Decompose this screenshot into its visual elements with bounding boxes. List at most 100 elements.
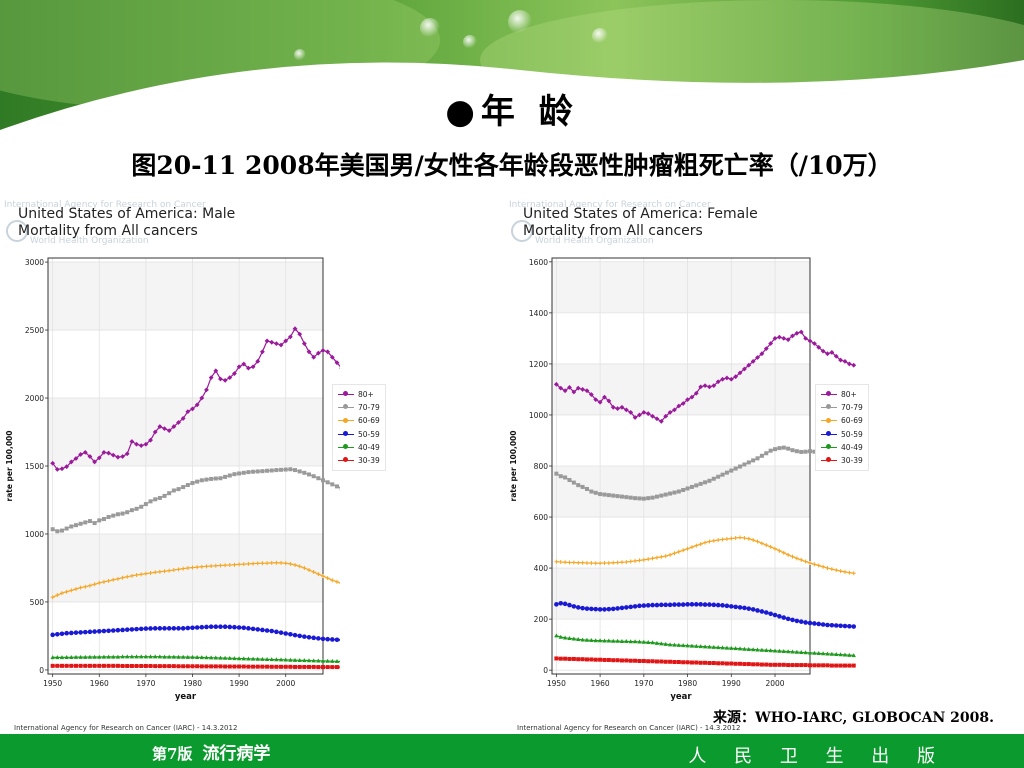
data-point	[580, 560, 585, 565]
data-point	[83, 520, 88, 525]
legend-swatch	[821, 417, 837, 423]
data-point	[698, 644, 703, 649]
data-point	[139, 663, 144, 668]
data-point	[260, 469, 265, 474]
data-point	[794, 449, 799, 454]
data-point	[311, 354, 317, 360]
data-point	[339, 638, 340, 642]
data-point	[738, 535, 743, 540]
data-point	[672, 660, 677, 665]
data-point	[615, 494, 620, 499]
data-point	[218, 624, 223, 629]
data-point	[733, 661, 738, 666]
data-point	[689, 602, 695, 607]
data-point	[584, 486, 589, 491]
data-point	[676, 489, 681, 494]
data-point	[724, 603, 730, 609]
legend-marker	[826, 444, 831, 450]
data-point	[711, 538, 716, 543]
data-point	[237, 562, 242, 567]
data-point	[279, 467, 284, 472]
data-point	[124, 451, 130, 457]
x-tick-label: 1970	[634, 679, 653, 688]
data-point	[190, 664, 195, 669]
data-point	[584, 657, 589, 662]
data-point	[628, 495, 633, 500]
data-point	[199, 478, 204, 483]
data-point	[641, 658, 646, 663]
data-point	[611, 560, 616, 565]
data-point	[632, 415, 638, 420]
data-point	[232, 624, 237, 630]
data-point	[786, 552, 791, 557]
data-point	[111, 654, 116, 659]
data-point	[610, 606, 616, 612]
chart-title-line2: Mortality from All cancers	[18, 223, 198, 239]
data-point	[110, 452, 116, 458]
data-point	[694, 660, 699, 665]
slide-topic: ●年 龄	[445, 92, 579, 132]
grid-band	[48, 398, 323, 466]
data-point	[624, 605, 629, 610]
data-point	[92, 459, 98, 465]
data-point	[232, 562, 237, 567]
data-point	[650, 602, 655, 608]
y-tick-label: 0	[543, 666, 548, 675]
legend-swatch	[821, 444, 837, 450]
data-point	[689, 660, 694, 665]
data-point	[563, 560, 568, 565]
data-point	[812, 650, 817, 655]
legend-marker	[826, 391, 831, 397]
data-point	[746, 646, 751, 651]
data-point	[567, 602, 572, 608]
data-point	[134, 573, 139, 578]
data-point	[598, 492, 603, 497]
data-point	[729, 661, 734, 666]
data-point	[316, 572, 321, 577]
watermark-text-2: World Health Organization	[535, 236, 654, 246]
data-point	[185, 409, 191, 415]
data-point	[811, 341, 817, 346]
data-point	[567, 384, 572, 390]
data-point	[563, 656, 568, 661]
data-point	[689, 484, 694, 489]
data-point	[106, 514, 111, 519]
data-point	[283, 467, 288, 472]
data-point	[825, 566, 830, 571]
data-point	[650, 659, 655, 664]
legend-item: 40-49	[338, 441, 380, 454]
legend-marker	[826, 430, 831, 436]
data-point	[241, 470, 246, 475]
data-point	[808, 560, 812, 565]
data-point	[204, 655, 209, 660]
data-point	[707, 539, 712, 544]
data-point	[129, 663, 134, 668]
data-point	[199, 664, 204, 669]
data-point	[139, 504, 144, 509]
data-point	[339, 662, 340, 664]
data-point	[64, 464, 70, 470]
data-point	[320, 348, 326, 353]
data-point	[799, 663, 804, 668]
data-point	[558, 601, 564, 606]
data-point	[87, 629, 93, 635]
data-point	[659, 554, 664, 559]
line-chart-female: 0 200 400 600 800 1000 1200 1400 1600 1950 1960 197…	[509, 257, 857, 702]
data-point	[645, 603, 651, 608]
data-point	[589, 638, 594, 643]
data-point	[106, 663, 111, 668]
legend-swatch	[338, 430, 354, 436]
data-point	[87, 583, 92, 588]
data-point	[78, 585, 83, 590]
data-point	[759, 662, 764, 667]
data-point	[746, 606, 752, 611]
series-70-79	[50, 467, 340, 534]
legend-marker	[343, 404, 348, 410]
data-point	[199, 395, 205, 401]
data-point	[685, 546, 690, 551]
data-point	[764, 543, 769, 548]
data-point	[694, 483, 699, 488]
data-point	[646, 557, 651, 562]
data-point	[321, 478, 325, 483]
data-point	[83, 654, 88, 659]
